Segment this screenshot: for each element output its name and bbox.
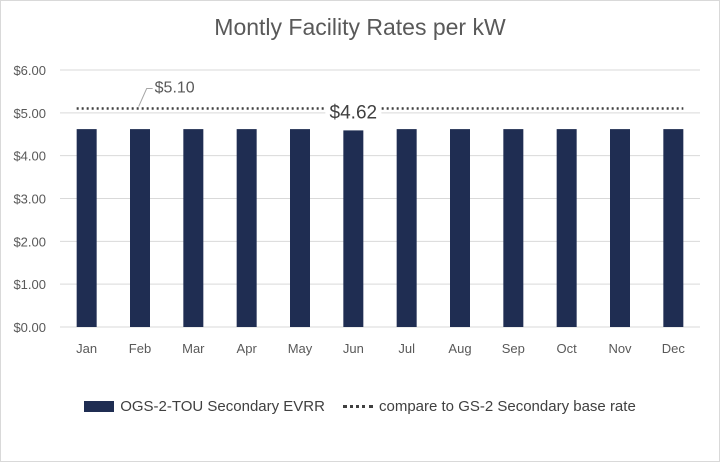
bar-dec [663,129,684,327]
x-tick-label: Apr [237,341,258,356]
bar-jan [76,129,97,327]
x-tick-label: Dec [662,341,686,356]
bar-nov [610,129,630,327]
x-axis-ticks: Jan Feb Mar Apr May Jun Jul Aug Sep Oct Nov Dec [76,341,685,356]
x-tick-label: May [288,341,313,356]
y-tick-label: $1.00 [13,277,46,292]
x-tick-label: Sep [502,341,525,356]
bar-apr [236,129,257,327]
bar-jun [343,130,364,327]
y-tick-label: $6.00 [13,63,46,78]
legend-swatch-dotted-line [342,405,373,408]
bar-sep [503,129,524,327]
bar-feb [130,129,150,327]
annotations: $5.10 $4.62 [138,80,382,124]
x-tick-label: Feb [129,341,151,356]
bars [76,129,684,327]
legend: OGS-2-TOU Secondary EVRR compare to GS-2… [0,398,720,415]
legend-label-base-rate: compare to GS-2 Secondary base rate [378,398,636,415]
y-axis-ticks: $0.00 $1.00 $2.00 $3.00 $4.00 $5.00 $6.00 [13,63,46,335]
y-tick-label: $2.00 [13,234,46,249]
annotation-evrr-rate: $4.62 [330,103,378,124]
legend-swatch-bar [84,401,115,412]
x-tick-label: Oct [557,341,578,356]
legend-label-evrr: OGS-2-TOU Secondary EVRR [120,398,325,415]
x-tick-label: Jun [343,341,364,356]
x-tick-label: Aug [448,341,471,356]
chart-title: Montly Facility Rates per kW [214,14,506,40]
x-tick-label: Jan [76,341,97,356]
annotation-base-rate: $5.10 [155,80,195,97]
y-tick-label: $5.00 [13,106,46,121]
x-tick-label: Mar [182,341,205,356]
annotation-leader-line [138,88,153,107]
bar-aug [450,129,470,327]
annotation-background [325,98,382,121]
legend-item-base-rate: compare to GS-2 Secondary base rate [342,398,636,415]
y-tick-label: $3.00 [13,192,46,207]
bar-jul [396,129,417,327]
bar-may [290,129,310,327]
y-tick-label: $0.00 [13,320,46,335]
bar-oct [556,129,577,327]
y-tick-label: $4.00 [13,149,46,164]
x-tick-label: Nov [608,341,632,356]
legend-item-evrr: OGS-2-TOU Secondary EVRR [84,398,325,415]
x-tick-label: Jul [398,341,415,356]
bar-mar [183,129,204,327]
